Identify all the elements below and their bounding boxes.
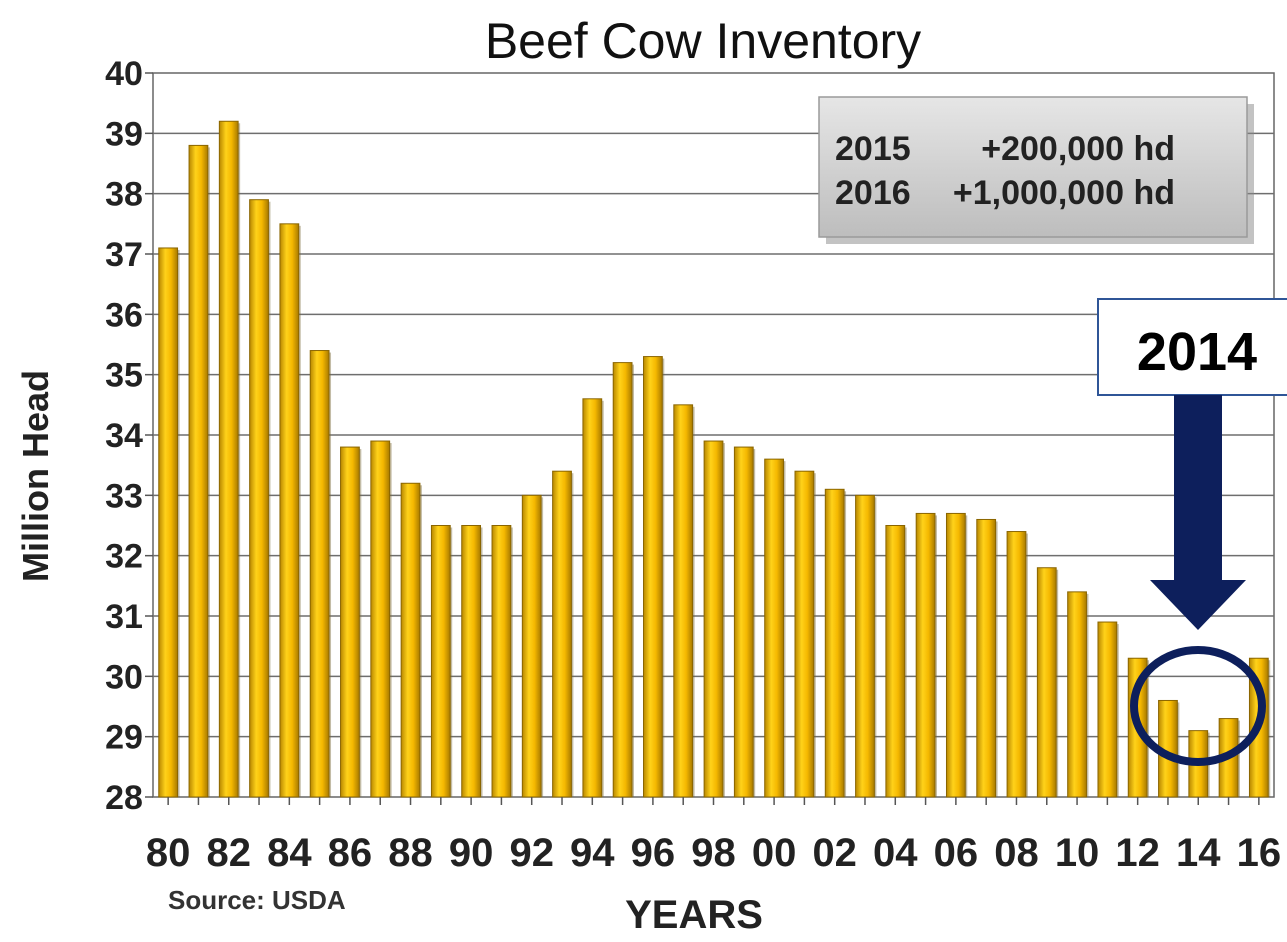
annotation-change-2: +1,000,000 hd bbox=[953, 174, 1175, 212]
y-tick-label: 31 bbox=[105, 598, 143, 636]
x-tick-label: 00 bbox=[752, 831, 797, 875]
gridlines bbox=[153, 132, 1274, 738]
bar-06 bbox=[945, 512, 966, 798]
y-tick-label: 29 bbox=[105, 719, 143, 757]
chart-title: Beef Cow Inventory bbox=[485, 13, 921, 69]
x-tick-label: 04 bbox=[873, 831, 918, 875]
bar-05 bbox=[915, 512, 936, 798]
bar-91 bbox=[491, 525, 512, 798]
bar-93 bbox=[552, 470, 572, 798]
callout-2014: 2014 bbox=[1097, 298, 1287, 766]
bar-80 bbox=[158, 247, 179, 798]
highlight-circle-icon bbox=[1130, 646, 1266, 766]
bar-01 bbox=[794, 470, 815, 798]
x-tick-label: 96 bbox=[631, 831, 676, 875]
y-tick-label: 28 bbox=[105, 779, 143, 817]
bar-89 bbox=[430, 525, 451, 798]
x-tick-label: 10 bbox=[1055, 831, 1100, 875]
annotation-change-1: +200,000 hd bbox=[981, 130, 1175, 168]
bar-10 bbox=[1067, 591, 1087, 798]
x-tick-label: 14 bbox=[1176, 831, 1221, 875]
callout-label-box bbox=[1097, 298, 1287, 396]
x-tick-label: 94 bbox=[570, 831, 615, 875]
y-tick-label: 37 bbox=[105, 236, 143, 274]
source-note: Source: USDA bbox=[168, 885, 346, 915]
callout-label: 2014 bbox=[1137, 322, 1257, 382]
bar-88 bbox=[400, 482, 421, 798]
bar-00 bbox=[764, 458, 784, 798]
bar-11 bbox=[1097, 621, 1118, 798]
annotation-box: 2015 +200,000 hd 2016 +1,000,000 hd bbox=[818, 96, 1254, 244]
y-tick-label: 30 bbox=[105, 658, 143, 696]
bar-81 bbox=[188, 144, 209, 798]
bar-83 bbox=[249, 199, 269, 798]
y-tick-label: 40 bbox=[105, 55, 143, 93]
bar-85 bbox=[309, 350, 330, 798]
y-tick-label: 38 bbox=[105, 176, 143, 214]
x-tick-label: 12 bbox=[1115, 831, 1160, 875]
x-tick-label: 86 bbox=[328, 831, 373, 875]
y-tick-label: 34 bbox=[105, 417, 143, 455]
bar-90 bbox=[461, 525, 482, 798]
bar-08 bbox=[1006, 531, 1027, 798]
x-tick-label: 98 bbox=[691, 831, 736, 875]
bar-04 bbox=[885, 525, 906, 798]
bar-02 bbox=[824, 488, 845, 798]
bar-94 bbox=[582, 398, 603, 798]
bar-07 bbox=[976, 518, 997, 798]
x-axis-ticks: 80 82 84 86 88 90 92 94 96 98 00 02 04 06 08 10 12 14 16 bbox=[146, 797, 1281, 875]
x-tick-label: 84 bbox=[267, 831, 312, 875]
x-axis-label: YEARS bbox=[625, 893, 763, 937]
bar-99 bbox=[733, 446, 754, 798]
x-tick-label: 88 bbox=[388, 831, 433, 875]
bar-09 bbox=[1036, 567, 1057, 798]
y-tick-label: 36 bbox=[105, 296, 143, 334]
down-arrow-icon bbox=[1150, 395, 1246, 630]
bar-86 bbox=[340, 446, 360, 798]
y-tick-label: 39 bbox=[105, 115, 143, 153]
x-tick-label: 06 bbox=[934, 831, 979, 875]
y-tick-label: 32 bbox=[105, 538, 143, 576]
bar-95 bbox=[612, 362, 633, 798]
x-tick-label: 02 bbox=[812, 831, 857, 875]
y-tick-label: 35 bbox=[105, 357, 143, 395]
x-tick-label: 82 bbox=[206, 831, 251, 875]
x-tick-label: 92 bbox=[509, 831, 554, 875]
bar-92 bbox=[521, 494, 542, 798]
y-axis-label: Million Head bbox=[15, 370, 56, 582]
bar-87 bbox=[370, 440, 391, 798]
y-tick-label: 33 bbox=[105, 477, 143, 515]
bar-82 bbox=[218, 120, 239, 798]
annotation-year-1: 2015 bbox=[835, 130, 911, 168]
bar-98 bbox=[703, 440, 724, 798]
x-tick-label: 08 bbox=[994, 831, 1039, 875]
y-axis-ticks: 28 29 30 31 32 33 34 35 36 37 38 39 40 bbox=[105, 55, 153, 817]
bar-97 bbox=[673, 404, 694, 798]
x-tick-label: 16 bbox=[1237, 831, 1282, 875]
annotation-year-2: 2016 bbox=[835, 174, 911, 212]
x-tick-label: 80 bbox=[146, 831, 191, 875]
x-tick-label: 90 bbox=[449, 831, 494, 875]
bar-96 bbox=[643, 356, 663, 798]
bar-84 bbox=[279, 223, 300, 798]
bar-03 bbox=[855, 494, 875, 798]
